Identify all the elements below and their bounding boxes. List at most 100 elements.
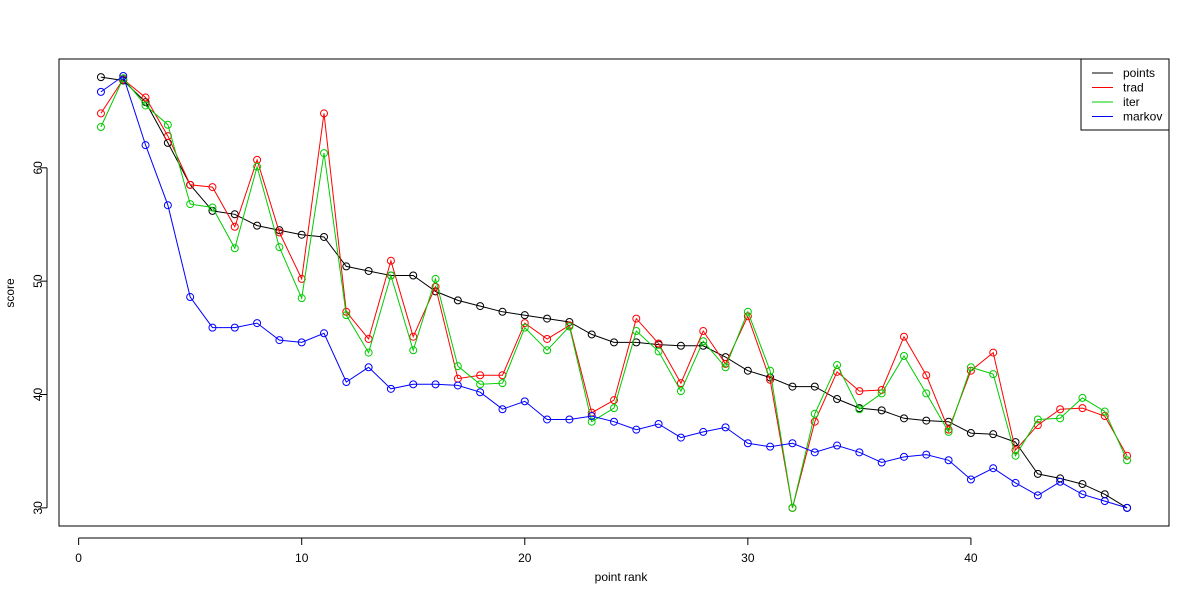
data-point-markov xyxy=(342,378,351,387)
data-point-iter xyxy=(944,427,953,436)
data-point-markov xyxy=(654,419,663,428)
data-point-trad xyxy=(610,396,618,405)
data-point-points xyxy=(253,221,262,230)
data-point-markov xyxy=(498,405,507,414)
data-point-iter xyxy=(810,409,819,418)
data-point-points xyxy=(587,330,596,339)
x-axis-title: point rank xyxy=(595,570,649,584)
data-point-points xyxy=(453,296,462,305)
data-point-markov xyxy=(810,448,819,457)
series-line-iter xyxy=(100,77,1128,509)
data-point-markov xyxy=(431,380,440,389)
data-point-points xyxy=(989,430,998,439)
data-point-trad xyxy=(186,180,195,189)
data-point-iter xyxy=(676,387,685,396)
data-point-markov xyxy=(543,415,552,424)
plot-frame xyxy=(58,58,1170,527)
data-point-trad xyxy=(810,417,819,426)
data-point-points xyxy=(676,341,685,350)
data-point-iter xyxy=(855,405,864,414)
data-point-points xyxy=(520,311,529,320)
data-point-trad xyxy=(409,332,418,341)
data-point-iter xyxy=(543,346,552,355)
series-trad xyxy=(96,75,1132,512)
data-point-iter xyxy=(565,322,574,331)
data-point-iter xyxy=(1033,415,1042,424)
data-point-markov xyxy=(320,329,329,338)
data-point-markov xyxy=(275,336,284,345)
data-point-iter xyxy=(1056,414,1065,423)
data-point-iter xyxy=(699,337,708,346)
data-point-trad xyxy=(632,314,641,323)
data-point-markov xyxy=(833,441,842,450)
data-point-trad xyxy=(96,109,105,118)
y-tick-label: 40 xyxy=(31,388,45,402)
data-point-points xyxy=(230,210,239,219)
legend-label-trad: trad xyxy=(1123,81,1144,95)
data-point-points xyxy=(476,302,485,311)
data-point-markov xyxy=(453,381,462,390)
data-point-iter xyxy=(989,370,998,379)
series-markov xyxy=(96,72,1132,512)
y-axis: 30 40 50 60 xyxy=(31,161,48,515)
data-point-markov xyxy=(476,388,485,397)
data-point-iter xyxy=(766,366,775,375)
data-point-iter xyxy=(453,362,462,371)
data-point-iter xyxy=(320,149,329,158)
data-point-trad xyxy=(1078,404,1087,413)
data-point-iter xyxy=(632,327,641,336)
data-point-markov xyxy=(743,439,752,448)
data-point-iter xyxy=(721,363,730,372)
data-point-iter xyxy=(922,389,931,398)
data-point-markov xyxy=(899,452,908,461)
data-point-markov xyxy=(877,458,886,467)
data-point-trad xyxy=(1056,405,1065,414)
data-point-points xyxy=(96,73,105,82)
y-tick-label: 60 xyxy=(31,161,45,175)
data-point-markov xyxy=(788,439,797,448)
data-point-iter xyxy=(342,311,351,320)
data-point-markov xyxy=(699,427,708,436)
data-point-iter xyxy=(610,404,618,413)
data-point-trad xyxy=(431,282,440,291)
data-point-markov xyxy=(944,456,953,465)
x-tick-label: 30 xyxy=(741,551,755,565)
legend-label-markov: markov xyxy=(1123,110,1162,124)
data-point-iter xyxy=(96,123,105,132)
x-axis: 0 10 20 30 40 xyxy=(75,537,978,565)
data-point-iter xyxy=(899,351,908,360)
data-point-markov xyxy=(386,384,395,393)
data-point-markov xyxy=(1011,478,1020,487)
data-point-iter xyxy=(386,271,395,280)
data-point-points xyxy=(409,271,418,280)
data-point-points xyxy=(275,226,284,235)
data-point-trad xyxy=(699,327,708,336)
data-point-markov xyxy=(141,141,150,150)
series-line-points xyxy=(100,76,1128,509)
y-tick-label: 30 xyxy=(31,501,45,515)
data-point-points xyxy=(1078,480,1087,489)
data-point-markov xyxy=(1033,491,1042,500)
data-point-markov xyxy=(409,380,418,389)
data-point-iter xyxy=(208,203,217,212)
data-point-markov xyxy=(632,425,641,434)
data-point-points xyxy=(364,266,373,275)
data-point-points xyxy=(1033,469,1042,478)
y-axis-title: score xyxy=(3,278,17,308)
data-point-trad xyxy=(766,375,775,384)
data-point-iter xyxy=(520,323,529,332)
data-point-iter xyxy=(476,380,485,389)
data-point-iter xyxy=(409,346,418,355)
data-point-trad xyxy=(520,319,529,328)
data-point-trad xyxy=(543,334,552,343)
x-tick-label: 40 xyxy=(964,551,978,565)
data-point-markov xyxy=(676,433,685,442)
data-point-trad xyxy=(654,339,663,348)
data-point-iter xyxy=(654,347,663,356)
data-point-markov xyxy=(1056,477,1065,486)
data-point-trad xyxy=(944,425,953,434)
legend-box xyxy=(1080,58,1170,131)
data-point-iter xyxy=(1078,393,1087,402)
